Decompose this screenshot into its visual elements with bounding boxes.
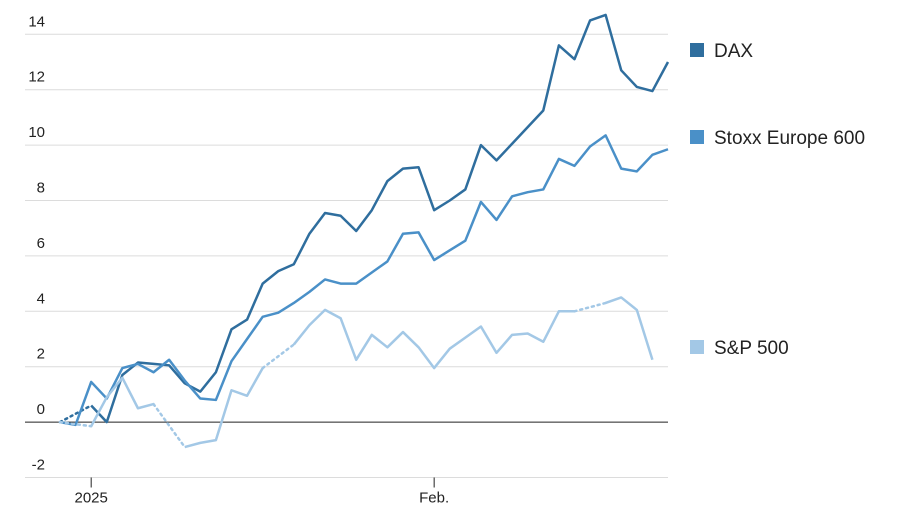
- series-line: [184, 367, 264, 449]
- series-line: [90, 376, 154, 427]
- legend-swatch: [690, 340, 704, 354]
- y-tick-label: 2: [37, 346, 45, 363]
- y-tick-label: 10: [28, 124, 45, 141]
- y-tick-label: 0: [37, 401, 45, 418]
- legend-label: S&P 500: [714, 338, 789, 359]
- legend-swatch: [690, 43, 704, 57]
- legend-label: DAX: [714, 41, 753, 62]
- gap-bridge: [261, 343, 296, 370]
- series-line: [605, 296, 654, 361]
- series-line: [90, 13, 670, 424]
- legend-label: Stoxx Europe 600: [714, 128, 865, 149]
- gap-bridge: [58, 420, 93, 428]
- x-tick-label: 2025: [74, 490, 107, 507]
- x-tick-label: Feb.: [419, 490, 449, 507]
- legend-swatch: [690, 130, 704, 144]
- y-tick-label: 12: [28, 69, 45, 86]
- y-tick-label: 4: [37, 290, 45, 307]
- gap-bridge: [573, 301, 607, 313]
- gap-bridge: [58, 404, 93, 424]
- series-line: [59, 134, 669, 427]
- y-tick-label: -2: [32, 457, 45, 474]
- y-tick-label: 8: [37, 180, 45, 197]
- y-tick-label: 6: [37, 235, 45, 252]
- gap-bridge: [152, 402, 186, 449]
- series-line: [292, 308, 575, 370]
- y-tick-label: 14: [28, 13, 45, 30]
